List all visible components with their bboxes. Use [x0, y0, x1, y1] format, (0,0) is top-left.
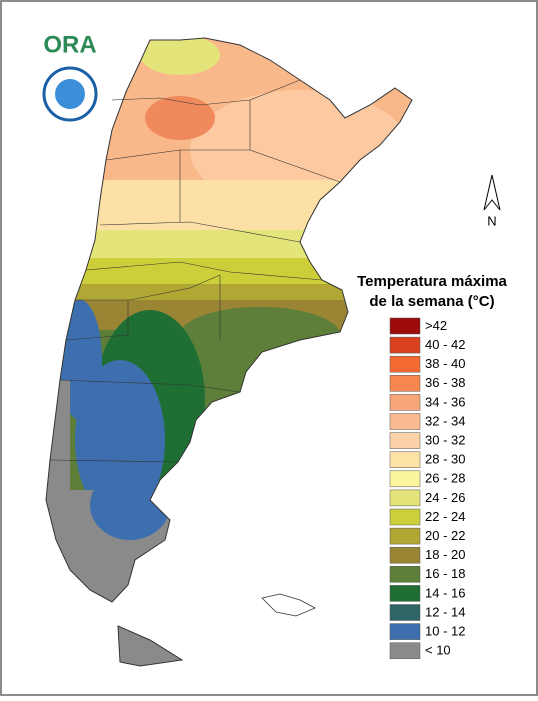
legend-swatch [389, 508, 421, 526]
legend-label: 36 - 38 [425, 375, 465, 390]
legend-swatch [389, 642, 421, 659]
legend-title: Temperatura máxima [357, 273, 507, 290]
legend-label: 34 - 36 [425, 394, 465, 409]
legend-label: 24 - 26 [425, 490, 465, 505]
islands [261, 593, 316, 617]
legend-swatch [389, 336, 421, 354]
north-arrow [483, 174, 501, 211]
legend-swatch [389, 527, 421, 545]
legend-title: de la semana (°C) [369, 293, 494, 310]
legend-label: 22 - 24 [425, 509, 465, 524]
legend-label: 30 - 32 [425, 433, 465, 448]
legend-label: 40 - 42 [425, 337, 465, 352]
legend-swatch [389, 355, 421, 373]
legend-swatch [389, 432, 421, 449]
logo-text: ORA [43, 31, 96, 58]
country-outline [45, 37, 413, 667]
province-borders [49, 79, 341, 463]
legend-swatch [389, 546, 421, 564]
legend-swatch [389, 317, 421, 335]
legend-label: 18 - 20 [425, 547, 465, 562]
legend-label: 12 - 14 [425, 604, 465, 619]
legend: >42 40 - 42 38 - 40 36 - 38 34 - 36 32 - 34 30… [389, 317, 465, 659]
legend-label: 14 - 16 [425, 585, 465, 600]
legend-swatch [389, 451, 421, 468]
legend-swatch [389, 394, 421, 411]
legend-swatch [389, 470, 421, 488]
legend-swatch [389, 623, 421, 640]
legend-label: 38 - 40 [425, 356, 465, 371]
logo-seal-inner [55, 79, 85, 109]
legend-label: 20 - 22 [425, 528, 465, 543]
legend-label: 28 - 30 [425, 452, 465, 467]
legend-label: 16 - 18 [425, 566, 465, 581]
legend-swatch [389, 566, 421, 583]
legend-label: < 10 [425, 643, 451, 658]
legend-label: >42 [425, 318, 447, 333]
legend-swatch [389, 489, 421, 507]
legend-swatch [389, 604, 421, 621]
legend-swatch [389, 585, 421, 602]
legend-swatch [389, 375, 421, 392]
legend-label: 32 - 34 [425, 413, 465, 428]
legend-swatch [389, 413, 421, 430]
legend-label: 10 - 12 [425, 624, 465, 639]
north-label: N [487, 213, 496, 228]
legend-label: 26 - 28 [425, 471, 465, 486]
